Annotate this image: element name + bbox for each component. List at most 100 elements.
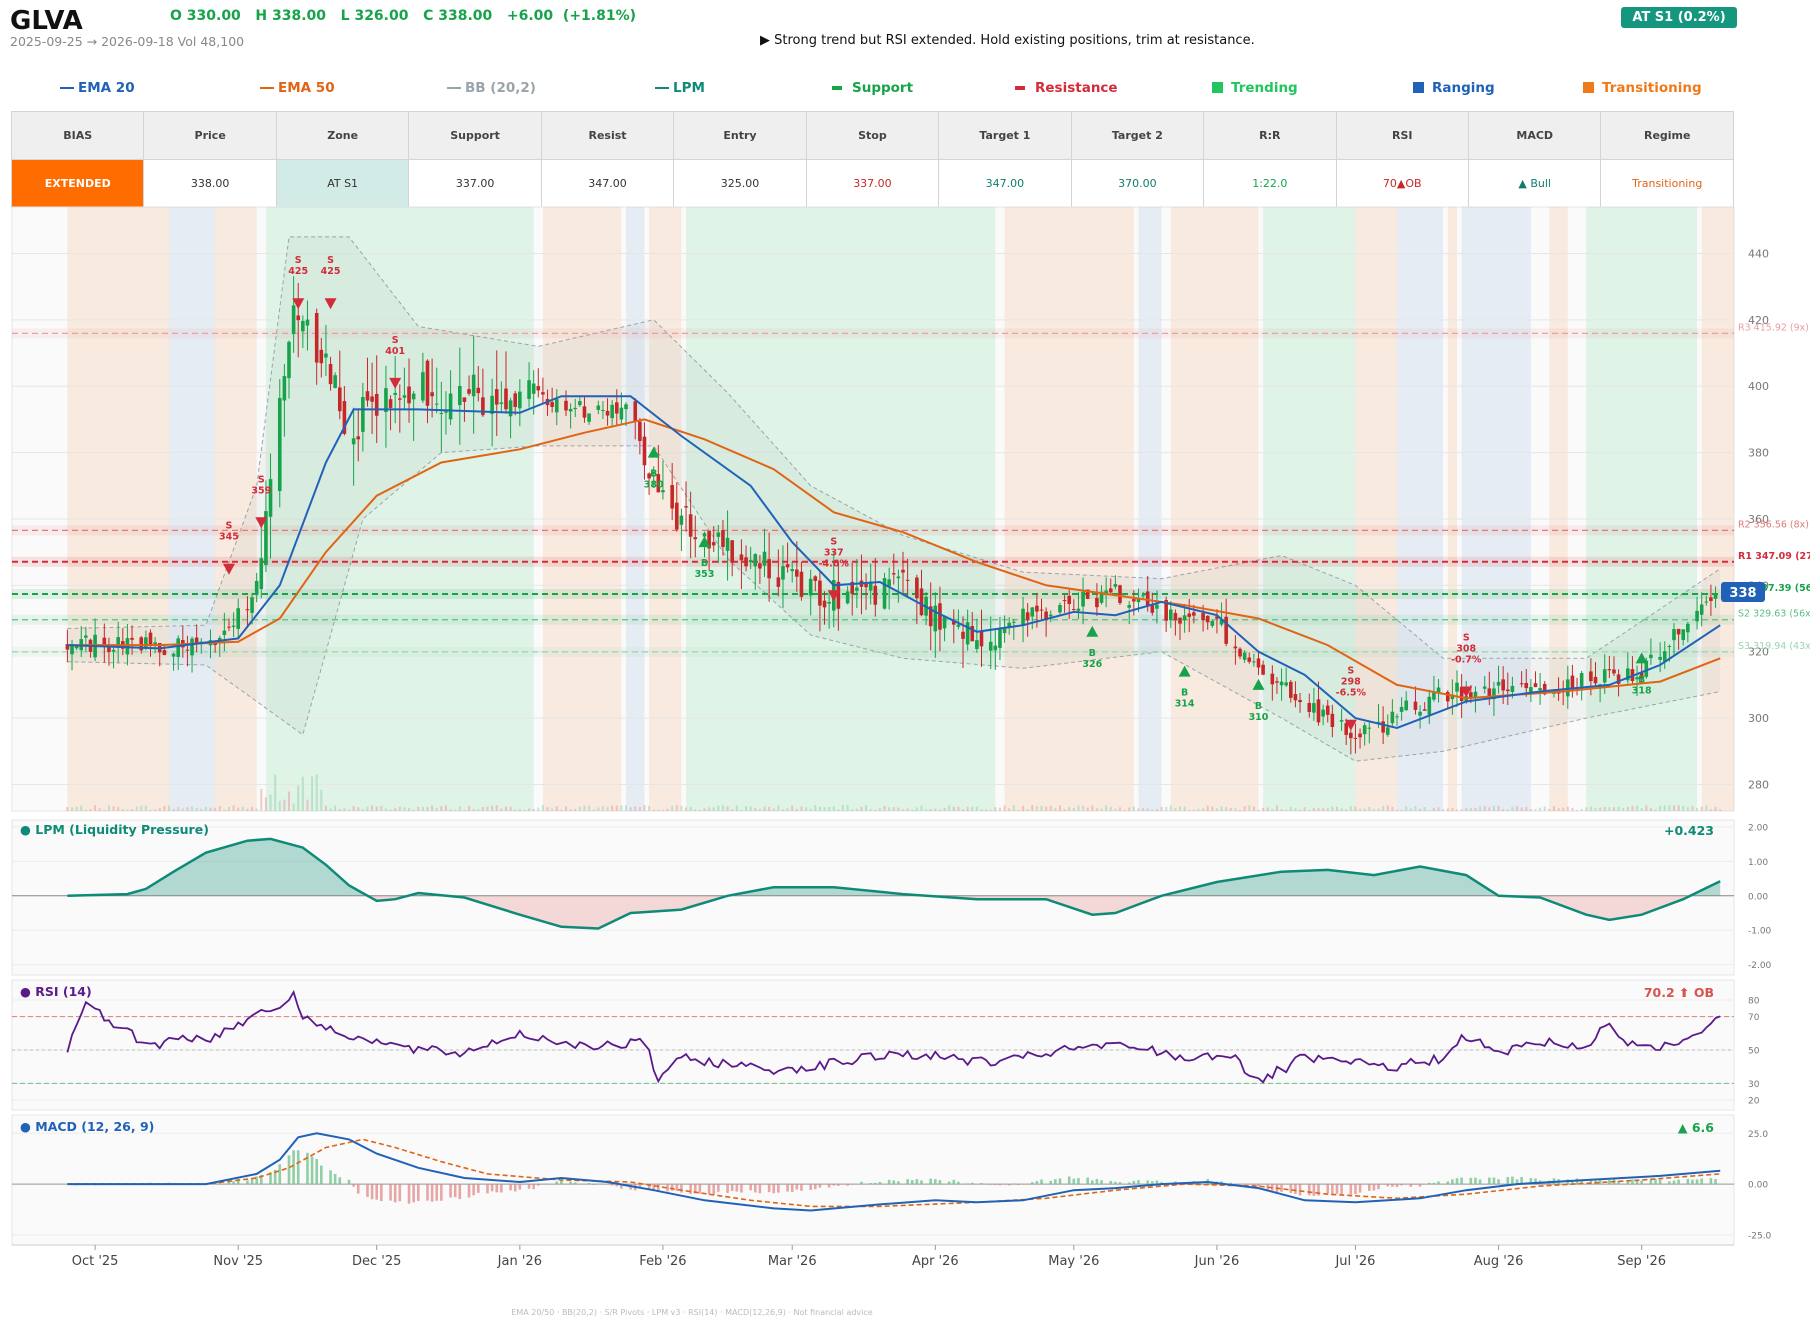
volume-bar — [1077, 805, 1080, 811]
macd-histogram-bar — [1474, 1177, 1477, 1185]
legend-item-ema-50[interactable]: EMA 50 — [260, 80, 335, 96]
macd-histogram-bar — [790, 1184, 794, 1192]
volume-bar — [1589, 806, 1592, 811]
macd-histogram-bar — [675, 1184, 679, 1191]
volume-bar — [883, 805, 886, 811]
volume-bar — [98, 808, 101, 811]
macd-histogram-bar — [532, 1184, 535, 1190]
x-tick-label: Feb '26 — [639, 1254, 686, 1269]
legend-item-ranging[interactable]: Ranging — [1413, 80, 1495, 96]
x-tick-label: Apr '26 — [912, 1254, 959, 1269]
volume-bar — [163, 806, 166, 811]
cell-support: 337.00 — [408, 159, 542, 208]
macd-histogram-bar — [1677, 1179, 1680, 1185]
macd-histogram-bar — [1298, 1184, 1302, 1196]
macd-histogram-bar — [1460, 1177, 1463, 1185]
price-chart[interactable]: 280300320340360380400420440R3 415.92 (9x… — [0, 0, 1810, 1300]
volume-bar — [468, 805, 471, 811]
legend-item-trending[interactable]: Trending — [1212, 80, 1298, 96]
macd-histogram-bar — [555, 1181, 559, 1185]
candle-body — [1672, 629, 1676, 641]
macd-histogram-bar — [467, 1184, 471, 1198]
macd-histogram-bar — [892, 1180, 896, 1185]
legend-item-resistance[interactable]: Resistance — [1015, 80, 1118, 96]
volume-bar — [1179, 806, 1182, 811]
candle-body — [610, 404, 614, 419]
candle-body — [1492, 688, 1496, 700]
candle-body — [277, 397, 282, 492]
volume-bar — [731, 809, 734, 811]
macd-histogram-bar — [698, 1184, 702, 1194]
macd-histogram-bar — [730, 1184, 734, 1191]
legend-item-lpm[interactable]: LPM — [655, 80, 705, 96]
sell-signal-label: S — [830, 536, 837, 547]
volume-bar — [311, 776, 314, 811]
macd-histogram-bar — [513, 1184, 517, 1192]
buy-signal-label: 318 — [1632, 685, 1652, 696]
volume-bar — [1054, 808, 1057, 811]
macd-histogram-bar — [740, 1184, 743, 1193]
macd-histogram-bar — [1492, 1177, 1496, 1185]
legend-item-support[interactable]: Support — [832, 80, 913, 96]
candle-body — [938, 603, 942, 630]
candle-body — [1505, 689, 1510, 692]
macd-histogram-bar — [1326, 1184, 1330, 1194]
volume-bar — [1109, 806, 1112, 811]
legend-item-ema-20[interactable]: EMA 20 — [60, 80, 135, 96]
legend-item-bb-20-2[interactable]: BB (20,2) — [447, 80, 536, 96]
level-label-resistance: R2 356.56 (8x) — [1738, 519, 1809, 530]
date-range-volume: 2025-09-25 → 2026-09-18 Vol 48,100 — [10, 34, 245, 49]
candle-body — [1339, 720, 1344, 722]
volume-bar — [149, 809, 152, 811]
macd-histogram-bar — [320, 1165, 323, 1185]
volume-bar — [495, 805, 498, 811]
macd-histogram-bar — [975, 1184, 979, 1185]
volume-bar — [1548, 808, 1551, 811]
volume-bar — [1520, 807, 1523, 811]
legend-item-transitioning[interactable]: Transitioning — [1583, 80, 1702, 96]
lpm-tick-label: 2.00 — [1748, 823, 1768, 833]
volume-bar — [287, 791, 290, 811]
candle-body — [1612, 669, 1616, 674]
candle-body — [1501, 679, 1505, 691]
volume-bar — [1469, 807, 1472, 811]
volume-bar — [246, 808, 249, 811]
legend-swatch — [447, 87, 461, 89]
rsi-tick-label: 50 — [1748, 1047, 1760, 1057]
lpm-positive-area — [68, 838, 1721, 896]
macd-histogram-bar — [1631, 1179, 1634, 1185]
candle-body — [1261, 664, 1265, 675]
macd-histogram-bar — [1030, 1182, 1034, 1185]
volume-bar — [726, 806, 729, 811]
volume-bar — [791, 805, 794, 811]
legend-label: LPM — [673, 80, 705, 96]
lpm-line — [67, 837, 1721, 930]
candle-body — [582, 406, 587, 418]
candle-body — [287, 341, 291, 379]
volume-bar — [1377, 808, 1380, 811]
candle-body — [988, 641, 993, 651]
macd-histogram-bar — [453, 1184, 457, 1198]
candle-body — [144, 637, 148, 648]
volume-bar — [925, 809, 928, 811]
volume-bar — [1155, 809, 1158, 811]
volume-bar — [980, 809, 983, 811]
candle-body — [319, 349, 324, 364]
macd-histogram-bar — [1100, 1180, 1103, 1185]
volume-bar — [1234, 808, 1237, 811]
x-tick-label: Mar '26 — [768, 1254, 817, 1269]
volume-bar — [1017, 809, 1020, 811]
macd-histogram-bar — [680, 1184, 683, 1193]
macd-histogram-bar — [1598, 1179, 1602, 1185]
candle-body — [162, 650, 167, 656]
macd-histogram-bar — [1654, 1179, 1657, 1185]
volume-bar — [408, 807, 411, 811]
volume-bar — [320, 789, 323, 811]
volume-bar — [1118, 807, 1121, 811]
macd-histogram-bar — [1589, 1180, 1593, 1185]
macd-histogram-bar — [647, 1184, 651, 1189]
candle-body — [1533, 683, 1538, 688]
regime-band-transitioning — [1549, 207, 1568, 811]
volume-bar — [1465, 808, 1468, 811]
volume-bar — [1391, 806, 1394, 811]
